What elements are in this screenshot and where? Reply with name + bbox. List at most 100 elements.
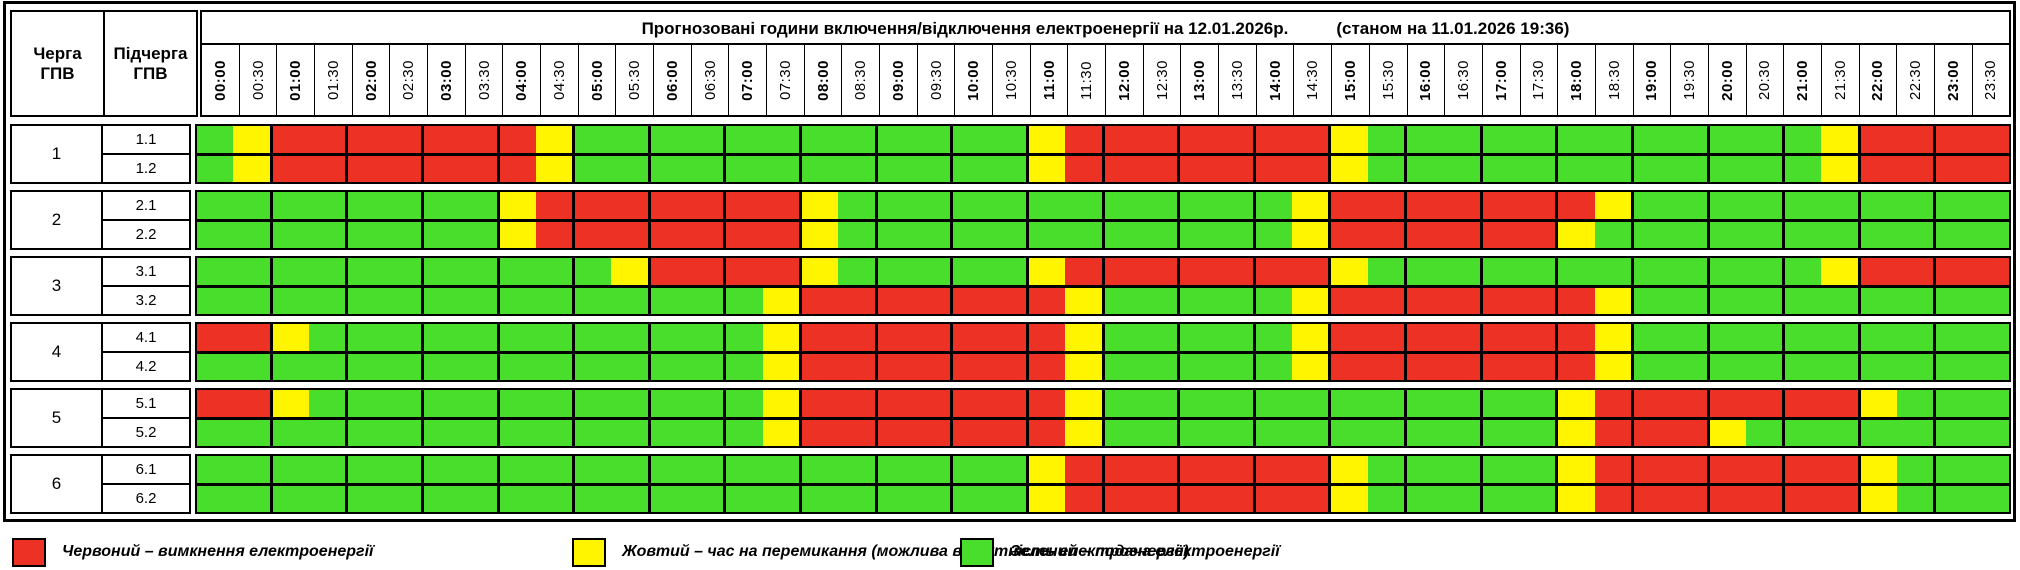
schedule-cell [723,353,763,380]
schedule-cell [1101,485,1141,512]
time-label-text: 17:30 [1530,59,1548,101]
time-label: 11:00 [1029,45,1068,115]
schedule-cell [1933,155,1973,182]
schedule-cell [420,258,461,285]
table-title: Прогнозовані години включення/відключенн… [641,18,1289,38]
legend-swatch-red [12,537,46,567]
schedule-cell [1140,353,1178,380]
schedule-cell [460,485,497,512]
schedule-cell [1177,126,1217,153]
time-label-text: 10:00 [965,59,983,101]
schedule-cell [345,287,385,314]
time-label-text: 22:30 [1907,59,1925,101]
schedule-cell [197,353,234,380]
schedule-cell [1518,126,1556,153]
time-label: 16:30 [1444,45,1482,115]
schedule-cell [762,155,799,182]
schedule-cell [1025,353,1066,380]
schedule-cell [308,485,346,512]
schedule-cell [1897,390,1934,417]
schedule-cell [1857,221,1898,248]
schedule-cell [1065,324,1102,351]
schedule-cell [1821,258,1858,285]
schedule-cell [723,419,763,446]
schedule-cell [799,456,839,483]
schedule-cell [950,287,990,314]
schedule-cell [1065,192,1102,219]
schedule-row [197,390,2009,417]
schedule-grid [195,322,2011,382]
schedule-cell [1443,192,1480,219]
schedule-cell [345,126,385,153]
schedule-cell [496,192,536,219]
schedule-cell [1065,485,1102,512]
schedule-cell [1140,221,1178,248]
schedule-cell [496,221,536,248]
schedule-cell [647,192,688,219]
schedule-cell [233,155,270,182]
schedule-cell [1706,390,1746,417]
schedule-cell [572,126,612,153]
time-label: 04:30 [540,45,578,115]
schedule-cell [1518,419,1556,446]
time-label: 21:30 [1820,45,1859,115]
subqueue-labels: 3.1 3.2 [103,256,191,316]
schedule-cell [1479,258,1519,285]
schedule-cell [1252,221,1293,248]
schedule-cell [647,456,688,483]
schedule-cell [950,353,990,380]
schedule-cell [1479,192,1519,219]
schedule-cell [420,353,461,380]
schedule-cell [913,419,951,446]
schedule-cell [1972,192,2009,219]
schedule-cell [1367,353,1404,380]
schedule-cell [384,221,421,248]
schedule-cell [1367,258,1404,285]
schedule-cell [1555,192,1595,219]
schedule-cell [308,287,346,314]
time-label: 08:30 [841,45,879,115]
schedule-cell [874,419,914,446]
schedule-cell [1670,155,1707,182]
time-label: 07:00 [728,45,766,115]
schedule-cell [1404,258,1444,285]
schedule-cell [723,155,763,182]
schedule-cell [1252,287,1293,314]
schedule-cell [535,456,573,483]
schedule-cell [1443,419,1480,446]
schedule-cell [1177,221,1217,248]
schedule-cell [1857,353,1898,380]
time-label-text: 01:30 [324,59,342,101]
schedule-cell [384,353,421,380]
schedule-cell [1972,155,2009,182]
schedule-cell [420,221,461,248]
schedule-cell [1140,258,1178,285]
schedule-cell [762,324,799,351]
schedule-cell [1404,126,1444,153]
schedule-cell [874,353,914,380]
schedule-cell [611,221,648,248]
schedule-cell [233,192,270,219]
status-timestamp: (станом на 11.01.2026 19:36) [1336,18,1570,38]
time-label-text: 09:00 [889,59,907,101]
subqueue-labels: 1.1 1.2 [103,124,191,184]
schedule-cell [1706,287,1746,314]
schedule-cell [420,324,461,351]
schedule-cell [345,192,385,219]
schedule-cell [989,258,1026,285]
subqueue-column-header-line2: ГПВ [133,63,168,83]
schedule-cell [1897,324,1934,351]
subqueue-labels: 5.1 5.2 [103,388,191,448]
schedule-cell [1706,155,1746,182]
schedule-cell [345,221,385,248]
time-label-text: 16:00 [1417,59,1435,101]
schedule-cell [1101,456,1141,483]
schedule-cell [1292,456,1329,483]
schedule-cell [1367,155,1404,182]
schedule-cell [572,390,612,417]
schedule-cell [687,155,724,182]
schedule-cell [1518,353,1556,380]
schedule-cell [1479,485,1519,512]
schedule-cell [723,221,763,248]
schedule-cell [1328,287,1368,314]
